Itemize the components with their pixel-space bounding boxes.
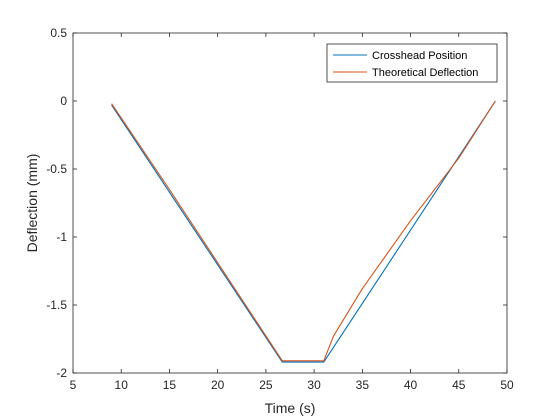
x-axis-title: Time (s) bbox=[265, 400, 316, 416]
x-tick-label: 5 bbox=[70, 378, 77, 392]
y-tick-label: -2 bbox=[56, 366, 67, 380]
ticks-layer: 5 10 15 20 25 30 35 40 45 50 -2 -1.5 -1 -0.5 0 0.5 bbox=[46, 26, 514, 392]
x-tick-label: 30 bbox=[307, 378, 321, 392]
x-tick-label: 25 bbox=[259, 378, 273, 392]
x-tick-label: 15 bbox=[163, 378, 177, 392]
plot-frame bbox=[72, 32, 508, 374]
legend: Crosshead Position Theoretical Deflection bbox=[326, 43, 498, 83]
legend-box bbox=[326, 43, 498, 83]
y-tick-label: 0.5 bbox=[50, 26, 67, 40]
y-axis-title: Deflection (mm) bbox=[24, 154, 40, 253]
plot-area bbox=[73, 33, 507, 373]
y-tick-label: -1 bbox=[56, 230, 67, 244]
y-tick-label: -1.5 bbox=[46, 298, 67, 312]
y-tick-label: 0 bbox=[60, 94, 67, 108]
series-line-1 bbox=[111, 100, 496, 363]
y-tick-label: -0.5 bbox=[46, 162, 67, 176]
series-line-2 bbox=[111, 100, 496, 362]
x-tick-label: 40 bbox=[404, 378, 418, 392]
x-tick-label: 20 bbox=[211, 378, 225, 392]
legend-label: Crosshead Position bbox=[372, 50, 467, 62]
x-tick-label: 35 bbox=[356, 378, 370, 392]
x-tick-label: 45 bbox=[452, 378, 466, 392]
x-tick-label: 50 bbox=[500, 378, 514, 392]
series-layer bbox=[111, 100, 496, 363]
x-tick-label: 10 bbox=[115, 378, 129, 392]
legend-label: Theoretical Deflection bbox=[372, 67, 478, 79]
